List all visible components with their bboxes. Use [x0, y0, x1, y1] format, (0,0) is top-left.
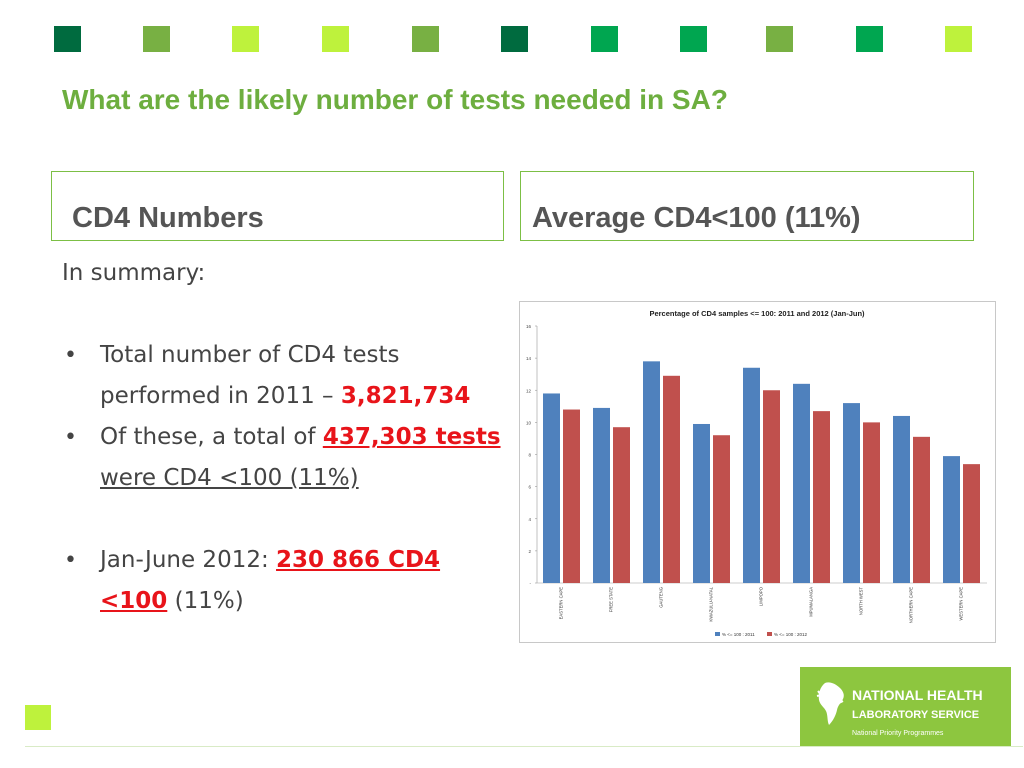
summary-text: In summary: • Total number of CD4 tests p…	[62, 253, 502, 622]
y-tick-label: 14	[526, 356, 532, 361]
bullet-dot-icon: •	[64, 548, 77, 573]
decorative-square	[54, 26, 81, 52]
bar-2012	[613, 427, 630, 583]
x-tick-label: FREE STATE	[609, 587, 614, 612]
summary-bullet-1: • Total number of CD4 tests performed in …	[62, 335, 502, 417]
bullet-dot-icon: •	[64, 343, 77, 368]
decorative-square	[25, 705, 51, 730]
bar-2012	[563, 409, 580, 583]
x-tick-label: KWAZULU-NATAL	[709, 586, 714, 621]
bullet-1-text: Total number of CD4 tests performed in 2…	[100, 342, 400, 409]
bullet-3-post: (11%)	[167, 588, 244, 614]
summary-lead: In summary:	[62, 260, 206, 286]
y-tick-label: 10	[526, 420, 532, 425]
page-title: What are the likely number of tests need…	[62, 84, 728, 115]
bar-2011	[643, 361, 660, 583]
decorative-square	[766, 26, 793, 52]
average-cd4-box: Average CD4<100 (11%)	[520, 171, 974, 241]
bullet-2-post: were CD4 <100 (11%)	[100, 465, 359, 491]
bullet-dot-icon: •	[64, 425, 77, 450]
average-cd4-heading: Average CD4<100 (11%)	[532, 202, 861, 234]
decorative-square	[501, 26, 528, 52]
bar-2012	[663, 375, 680, 583]
bar-2011	[793, 383, 810, 583]
bar-2012	[763, 390, 780, 583]
x-tick-label: MPUMALANGA	[809, 587, 814, 617]
x-tick-label: LIMPOPO	[759, 586, 764, 606]
y-tick-label: 16	[526, 324, 532, 329]
y-tick-label: 2	[528, 549, 531, 554]
y-tick-label: 6	[528, 485, 531, 490]
cd4-bar-chart: Percentage of CD4 samples <= 100: 2011 a…	[526, 309, 987, 637]
bar-2012	[863, 422, 880, 583]
bar-2012	[913, 436, 930, 583]
cd4-chart-panel: Percentage of CD4 samples <= 100: 2011 a…	[519, 301, 996, 643]
bar-2012	[813, 411, 830, 583]
decorative-square	[856, 26, 883, 52]
bar-2011	[843, 403, 860, 583]
bar-2011	[593, 407, 610, 583]
bar-2011	[743, 367, 760, 583]
legend-label: % <= 100 : 2012	[774, 632, 808, 637]
bar-2011	[693, 423, 710, 583]
decorative-square	[143, 26, 170, 52]
nhls-logo: NATIONAL HEALTH LABORATORY SERVICE Natio…	[800, 667, 1011, 746]
bullet-2-value: 437,303 tests	[322, 424, 501, 450]
bullet-2-text: Of these, a total of	[100, 424, 323, 450]
logo-line-3: National Priority Programmes	[852, 730, 944, 737]
x-tick-label: GAUTENG	[659, 587, 664, 608]
bar-2012	[963, 464, 980, 583]
footer-divider	[25, 746, 1023, 747]
chart-title: Percentage of CD4 samples <= 100: 2011 a…	[649, 309, 865, 318]
y-tick-label: 12	[526, 388, 532, 393]
y-tick-label: -	[530, 581, 532, 586]
legend-label: % <= 100 : 2011	[722, 632, 755, 637]
x-tick-label: WESTERN CAPE	[959, 587, 964, 621]
y-tick-label: 8	[528, 453, 531, 458]
logo-line-2: LABORATORY SERVICE	[852, 709, 980, 721]
decorative-square	[412, 26, 439, 52]
bullet-3-value: 230 866 CD4 <100	[100, 547, 441, 614]
cd4-numbers-heading: CD4 Numbers	[72, 202, 264, 234]
x-tick-label: NORTH WEST	[859, 587, 864, 616]
bullet-1-value: 3,821,734	[340, 383, 471, 409]
x-tick-label: NORTHERN CAPE	[909, 587, 914, 623]
legend-swatch	[715, 632, 720, 636]
bar-2011	[893, 415, 910, 583]
decorative-square	[232, 26, 259, 52]
decorative-square	[322, 26, 349, 52]
bar-2011	[943, 456, 960, 583]
logo-line-1: NATIONAL HEALTH	[852, 687, 983, 703]
decorative-square	[680, 26, 707, 52]
summary-bullet-2: • Of these, a total of 437,303 tests were…	[62, 417, 502, 499]
y-tick-label: 4	[528, 517, 531, 522]
bar-2011	[543, 393, 560, 583]
cd4-numbers-box: CD4 Numbers	[51, 171, 504, 241]
summary-bullet-3: • Jan-June 2012: 230 866 CD4 <100 (11%)	[62, 540, 502, 622]
bar-2012	[713, 435, 730, 583]
bullet-3-text: Jan-June 2012:	[100, 547, 277, 573]
decorative-square	[591, 26, 618, 52]
x-tick-label: EASTERN CAPE	[559, 587, 564, 620]
africa-hands-icon	[816, 682, 844, 725]
legend-swatch	[767, 632, 772, 636]
decorative-square	[945, 26, 972, 52]
